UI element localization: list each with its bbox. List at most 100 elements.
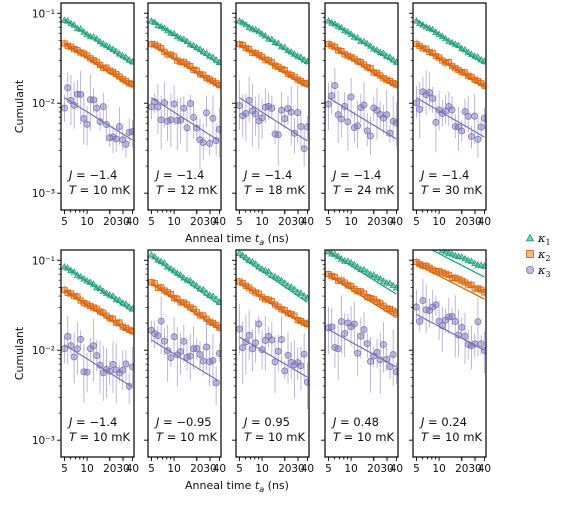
point-k2 bbox=[122, 324, 129, 331]
point-k2 bbox=[419, 45, 426, 52]
point-k1 bbox=[212, 56, 220, 63]
x-tick-label: 20 bbox=[190, 216, 203, 228]
point-k1 bbox=[170, 29, 178, 37]
point-k1 bbox=[77, 25, 85, 32]
point-k1 bbox=[83, 30, 91, 38]
point-k1 bbox=[261, 31, 269, 39]
point-k3 bbox=[199, 357, 207, 365]
point-k2 bbox=[119, 76, 126, 83]
point-k3 bbox=[455, 331, 462, 339]
point-k3 bbox=[429, 95, 437, 103]
point-k3 bbox=[122, 360, 130, 368]
point-k1 bbox=[325, 17, 333, 24]
point-k1 bbox=[122, 300, 130, 307]
panel-frame bbox=[412, 249, 487, 458]
point-k3 bbox=[281, 115, 289, 123]
x-tick-label: 40 bbox=[213, 463, 226, 475]
point-k1 bbox=[115, 296, 124, 303]
point-k2 bbox=[325, 271, 332, 278]
point-k1 bbox=[467, 50, 476, 57]
point-k3 bbox=[284, 351, 292, 359]
panel-frame bbox=[412, 2, 487, 211]
point-k2 bbox=[413, 40, 420, 47]
point-k3 bbox=[337, 318, 345, 326]
point-k2 bbox=[249, 287, 256, 294]
point-k1 bbox=[331, 20, 339, 27]
point-k1 bbox=[370, 271, 378, 278]
point-k2 bbox=[335, 47, 342, 54]
point-k2 bbox=[154, 43, 161, 50]
point-k3 bbox=[363, 340, 371, 348]
point-k1 bbox=[347, 30, 355, 37]
point-k2 bbox=[351, 286, 358, 293]
x-tick-label: 40 bbox=[301, 216, 314, 228]
point-k2 bbox=[203, 75, 210, 82]
point-k3 bbox=[96, 361, 104, 369]
point-k2 bbox=[193, 67, 200, 74]
point-k3 bbox=[325, 100, 332, 108]
point-k2 bbox=[148, 41, 155, 48]
point-k3 bbox=[160, 99, 168, 106]
point-k3 bbox=[193, 344, 201, 352]
y-tick-label: 10⁻³ bbox=[32, 435, 55, 447]
point-k1 bbox=[167, 264, 175, 272]
point-k1 bbox=[193, 282, 201, 289]
point-k3 bbox=[77, 335, 85, 343]
panel-frame bbox=[147, 249, 222, 458]
point-k3 bbox=[245, 331, 253, 339]
point-k1 bbox=[363, 268, 371, 275]
fit-line-k2 bbox=[151, 283, 220, 330]
point-k1 bbox=[70, 21, 78, 28]
point-k3 bbox=[468, 133, 475, 140]
point-k3 bbox=[164, 347, 172, 355]
point-k1 bbox=[287, 283, 295, 290]
point-k1 bbox=[164, 262, 172, 270]
point-k1 bbox=[429, 25, 437, 33]
point-k3 bbox=[474, 135, 482, 143]
point-k1 bbox=[122, 53, 130, 60]
point-k2 bbox=[448, 275, 456, 282]
fit-line-k3 bbox=[328, 328, 397, 368]
point-k2 bbox=[87, 302, 94, 310]
x-tick-label: 40 bbox=[478, 463, 491, 475]
point-k2 bbox=[129, 328, 134, 335]
point-k2 bbox=[390, 307, 397, 314]
point-k1 bbox=[64, 264, 72, 271]
point-k2 bbox=[325, 40, 332, 48]
point-k3 bbox=[61, 345, 68, 353]
point-k2 bbox=[236, 278, 243, 285]
annotation-t: T = 18 mK bbox=[244, 183, 305, 197]
point-k3 bbox=[300, 350, 308, 358]
point-k2 bbox=[106, 315, 113, 322]
point-k3 bbox=[425, 89, 433, 97]
point-k2 bbox=[80, 50, 87, 57]
point-k2 bbox=[113, 319, 120, 327]
point-k1 bbox=[252, 25, 260, 33]
point-k2 bbox=[386, 306, 393, 313]
point-k2 bbox=[294, 76, 301, 83]
point-k2 bbox=[242, 282, 249, 289]
point-k2 bbox=[474, 77, 481, 85]
point-k3 bbox=[297, 123, 305, 131]
y-axis-label: Cumulant bbox=[13, 79, 26, 133]
point-k2 bbox=[331, 273, 338, 280]
point-k2 bbox=[216, 324, 221, 331]
point-k3 bbox=[300, 145, 308, 153]
point-k2 bbox=[174, 57, 181, 64]
point-k1 bbox=[99, 287, 107, 294]
point-k1 bbox=[386, 279, 394, 286]
x-tick-label: 10 bbox=[255, 216, 268, 228]
point-k3 bbox=[128, 128, 134, 136]
point-k3 bbox=[471, 112, 479, 120]
point-k2 bbox=[461, 279, 469, 286]
point-k3 bbox=[413, 303, 420, 311]
point-k3 bbox=[281, 367, 289, 375]
point-k1 bbox=[334, 252, 342, 260]
x-tick-label: 10 bbox=[432, 463, 445, 475]
point-k1 bbox=[416, 19, 424, 26]
point-k1 bbox=[209, 53, 217, 60]
point-k2 bbox=[439, 57, 446, 64]
point-k1 bbox=[277, 276, 286, 284]
